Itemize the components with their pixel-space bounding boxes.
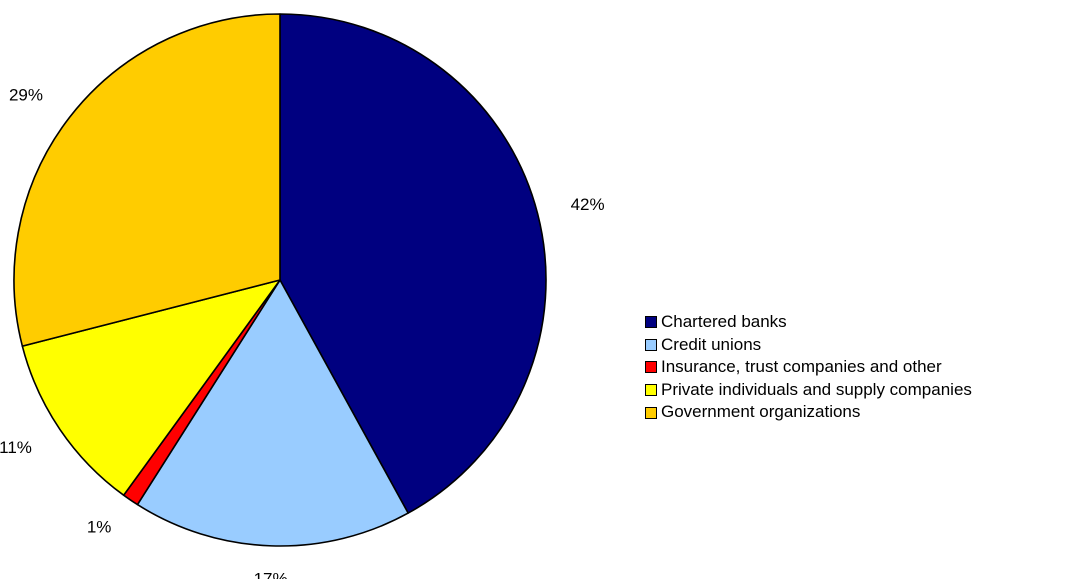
legend-swatch	[645, 361, 657, 374]
pie-slice-government-organizations	[13, 13, 281, 347]
pie-slice-private-individuals-and-supply-companies	[21, 279, 281, 496]
legend-label: Chartered banks	[661, 312, 787, 331]
legend-swatch	[645, 406, 657, 419]
pie-label-insurance-trust-companies-and-other: 1%	[87, 518, 112, 537]
legend-item-government-organizations: Government organizations	[645, 401, 972, 424]
pie-slices	[13, 13, 547, 547]
pie-label-chartered-banks: 42%	[571, 195, 605, 214]
pie-labels: 42% 17% 1% 11% 29%	[0, 86, 605, 579]
legend-label: Private individuals and supply companies	[661, 379, 972, 399]
pie-label-government-organizations: 29%	[9, 86, 43, 105]
legend-label: Credit unions	[661, 334, 762, 354]
legend-item-insurance-trust-companies-and-other: Insurance, trust companies and other	[645, 356, 972, 379]
legend-item-credit-unions: Credit unions	[645, 334, 972, 357]
pie-slice-chartered-banks	[279, 13, 547, 514]
legend-swatch	[645, 338, 657, 351]
legend: Chartered banks Credit unions Insurance, t…	[645, 311, 972, 424]
legend-item-chartered-banks: Chartered banks	[645, 311, 972, 334]
pie-label-credit-unions: 17%	[254, 569, 288, 579]
legend-item-private-individuals-and-supply-companies: Private individuals and supply companies	[645, 379, 972, 402]
legend-label: Government organizations	[661, 402, 861, 422]
legend-swatch	[645, 384, 657, 397]
pie-label-private-individuals-and-supply-companies: 11%	[0, 438, 32, 457]
legend-swatch	[645, 316, 657, 329]
pie-slice-credit-unions	[136, 279, 409, 547]
legend-label: Insurance, trust companies and other	[661, 357, 942, 377]
